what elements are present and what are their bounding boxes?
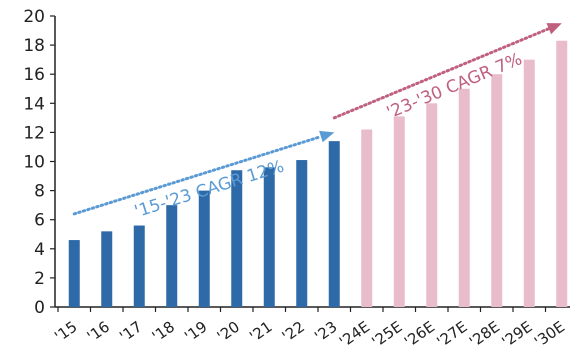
y-tick-label: 4 — [34, 240, 45, 260]
bars — [68, 40, 568, 308]
cagr-annotations: '15-'23 CAGR 12%'23-'30 CAGR 7% — [72, 23, 562, 222]
y-tick-label: 6 — [34, 211, 45, 231]
cagr-arrow-line-1 — [72, 135, 323, 216]
bar-17 — [133, 225, 145, 307]
y-tick-label: 18 — [23, 36, 45, 56]
cagr-arrow-head-1 — [319, 130, 335, 143]
x-tick-label: '17 — [116, 318, 145, 346]
bar-25E — [393, 116, 405, 308]
y-tick-label: 8 — [34, 182, 45, 202]
bar-18 — [166, 205, 178, 307]
y-tick-label: 10 — [23, 153, 45, 173]
x-tick-label: '18 — [149, 318, 178, 346]
bar-29E — [523, 59, 535, 308]
bar-24E — [361, 129, 373, 307]
bar-20 — [231, 170, 243, 307]
bar-27E — [458, 88, 470, 307]
y-tick-label: 20 — [23, 7, 45, 27]
x-tick-label: '15 — [51, 318, 80, 346]
x-tick-label: '29E — [498, 318, 535, 351]
x-tick-label: '21 — [246, 318, 275, 346]
y-tick-label: 2 — [34, 269, 45, 289]
bar-22 — [296, 160, 308, 307]
x-tick-label: '27E — [433, 318, 470, 351]
x-tick-label: '23 — [311, 318, 340, 346]
bar-28E — [491, 74, 503, 307]
x-tick-label: '22 — [279, 318, 308, 346]
cagr-arrow-head-2 — [546, 23, 562, 35]
x-tick-label: '16 — [84, 318, 113, 346]
cagr-label-2: '23-'30 CAGR 7% — [384, 49, 525, 123]
bar-23 — [328, 141, 340, 307]
y-tick-label: 12 — [23, 123, 45, 143]
bar-26E — [426, 103, 438, 307]
bar-30E — [556, 40, 568, 308]
x-tick-label: '24E — [336, 318, 373, 351]
x-tick-label: '26E — [401, 318, 438, 351]
y-tick-label: 14 — [23, 94, 45, 114]
bar-21 — [263, 167, 275, 307]
y-tick-label: 0 — [34, 298, 45, 318]
x-tick-label: '28E — [466, 318, 503, 351]
x-tick-label: '30E — [531, 318, 568, 351]
x-tick-label: '25E — [368, 318, 405, 351]
x-tick-label: '19 — [181, 318, 210, 346]
y-tick-label: 16 — [23, 65, 45, 85]
x-tick-label: '20 — [214, 318, 243, 346]
bar-19 — [198, 190, 210, 307]
bar-16 — [101, 231, 113, 307]
bar-15 — [68, 240, 80, 307]
cagr-arrow-line-2 — [332, 27, 551, 120]
